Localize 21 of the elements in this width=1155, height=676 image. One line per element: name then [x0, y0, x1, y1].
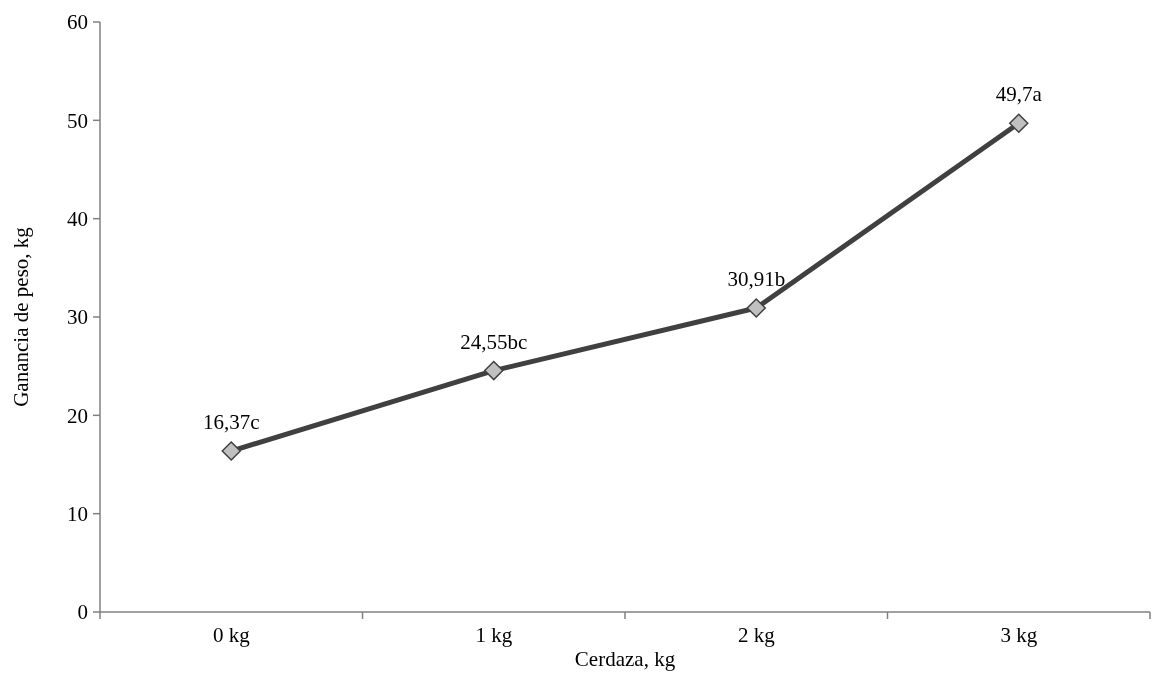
data-label: 24,55bc: [460, 329, 528, 354]
y-tick-label: 30: [67, 305, 88, 330]
y-tick-label: 40: [67, 207, 88, 232]
point: [1009, 113, 1029, 134]
x-tick-label: 3 kg: [1000, 623, 1038, 647]
y-tick-label: 10: [67, 502, 88, 527]
y-tick-label: 0: [77, 600, 88, 625]
y-axis-title: Ganancia de peso, kg: [9, 226, 33, 407]
y-tick-label: 60: [67, 10, 88, 35]
data-label: 49,7a: [995, 82, 1043, 107]
data-label: 30,91b: [727, 267, 786, 292]
y-tick-label: 20: [67, 403, 88, 428]
data-label: 16,37c: [202, 410, 260, 435]
y-tick-label: 50: [67, 108, 88, 133]
x-tick-label: 2 kg: [737, 623, 776, 647]
x-tick-label: 0 kg: [212, 623, 251, 647]
point: [746, 298, 766, 318]
point: [484, 360, 504, 381]
x-axis-title: Cerdaza, kg: [574, 647, 676, 671]
x-tick-label: 1 kg: [475, 623, 513, 647]
point: [221, 441, 241, 461]
